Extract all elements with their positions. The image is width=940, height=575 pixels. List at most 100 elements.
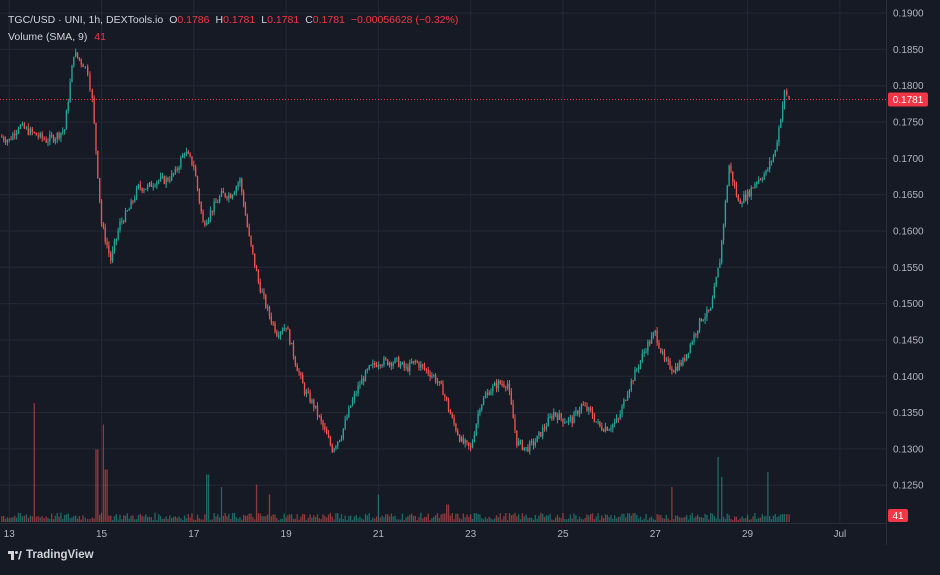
chart-legend: TGC/USD · UNI, 1h, DEXTools.io O0.1786 H0.… — [8, 12, 458, 46]
volume-bar — [514, 512, 516, 522]
price-tick-label: 0.1600 — [893, 226, 924, 237]
volume-bar — [337, 513, 339, 522]
volume-bar — [471, 518, 474, 522]
volume-bar — [499, 513, 501, 522]
candle-body — [41, 133, 43, 139]
candle-body — [530, 440, 533, 442]
volume-bar — [538, 515, 540, 522]
candle-body — [399, 363, 402, 367]
volume-bar — [49, 519, 51, 522]
volume-bar — [772, 515, 775, 522]
volume-bar — [565, 519, 568, 522]
volume-bar — [545, 515, 548, 522]
candle-body — [602, 429, 605, 432]
candle-body — [569, 417, 572, 419]
candle-body — [89, 74, 91, 90]
candle-body — [523, 447, 525, 450]
volume-indicator-value: 41 — [94, 31, 106, 43]
time-tick-label: 15 — [96, 529, 108, 540]
candle-body — [475, 424, 477, 435]
volume-bar — [261, 516, 263, 522]
candle-body — [567, 418, 570, 422]
candle-body — [560, 413, 562, 419]
candle-body — [128, 208, 130, 211]
tradingview-logo[interactable]: TradingView — [8, 549, 94, 561]
candle-body — [231, 194, 234, 199]
volume-bar — [266, 514, 269, 522]
volume-bar — [124, 515, 127, 522]
volume-bar — [39, 517, 41, 522]
volume-bar — [113, 516, 116, 522]
volume-bar — [331, 516, 333, 522]
volume-bar — [207, 474, 210, 522]
volume-bar — [45, 516, 47, 522]
volume-bar — [196, 514, 199, 522]
candle-body — [19, 125, 22, 129]
volume-bar — [119, 514, 121, 522]
candles — [1, 48, 790, 455]
candle-body — [233, 192, 236, 195]
volume-bar — [702, 517, 704, 522]
candle-body — [3, 137, 5, 141]
volume-bar — [128, 518, 130, 522]
volume-bar — [224, 512, 226, 522]
volume-bar — [100, 512, 103, 522]
candle-body — [189, 153, 191, 157]
volume-bar — [104, 469, 106, 522]
volume-bar — [540, 512, 542, 522]
volume-bar — [145, 514, 147, 522]
candle-body — [536, 435, 538, 443]
volume-bar — [639, 516, 642, 522]
volume-bar — [193, 519, 195, 522]
price-tick-label: 0.1450 — [893, 335, 924, 346]
volume-bar — [95, 449, 97, 522]
candle-body — [743, 194, 745, 204]
volume-indicator-label[interactable]: Volume (SMA, 9) — [8, 31, 88, 43]
volume-bar — [252, 517, 254, 522]
candle-body — [52, 135, 55, 142]
volume-bar — [73, 516, 75, 522]
volume-bar — [276, 518, 278, 522]
candle-body — [656, 330, 658, 343]
volume-bar — [338, 518, 341, 522]
volume-bar — [324, 515, 326, 522]
time-tick-label: 13 — [4, 529, 16, 540]
candle-body — [649, 341, 651, 344]
volume-bar — [19, 513, 22, 522]
volume-bar — [180, 518, 182, 522]
candle-body — [481, 404, 483, 410]
candle-body — [477, 413, 479, 425]
candle-body — [505, 386, 507, 388]
candle-body — [76, 52, 79, 58]
volume-bar — [534, 514, 536, 522]
candle-body — [691, 342, 693, 345]
candle-body — [344, 419, 346, 429]
price-axis[interactable]: 0.1250 0.1300 0.1350 0.1400 0.1450 0.1500 0.15… — [893, 9, 924, 492]
volume-bar — [348, 516, 350, 522]
symbol-title[interactable]: TGC/USD · UNI, 1h, DEXTools.io — [8, 14, 164, 26]
candle-body — [106, 241, 108, 246]
candle-body — [279, 331, 282, 336]
candle-body — [484, 395, 487, 399]
time-axis[interactable]: 13 15 17 19 21 23 25 27 29 Jul — [4, 529, 847, 540]
candle-body — [778, 127, 780, 143]
volume-bar — [433, 516, 435, 522]
candle-body — [117, 230, 119, 239]
candle-body — [374, 363, 376, 365]
candle-body — [178, 167, 180, 170]
candle-body — [715, 277, 717, 287]
candle-body — [272, 322, 274, 324]
volume-bar — [130, 515, 132, 522]
candle-body — [704, 317, 706, 320]
volume-bar — [215, 516, 217, 522]
candle-body — [165, 178, 167, 184]
volume-bar — [231, 513, 234, 522]
time-tick-label: 19 — [281, 529, 293, 540]
volume-bar — [52, 519, 55, 522]
candle-body — [669, 360, 671, 369]
candle-body — [757, 179, 760, 183]
candle-body — [506, 383, 509, 388]
candle-body — [486, 392, 488, 396]
